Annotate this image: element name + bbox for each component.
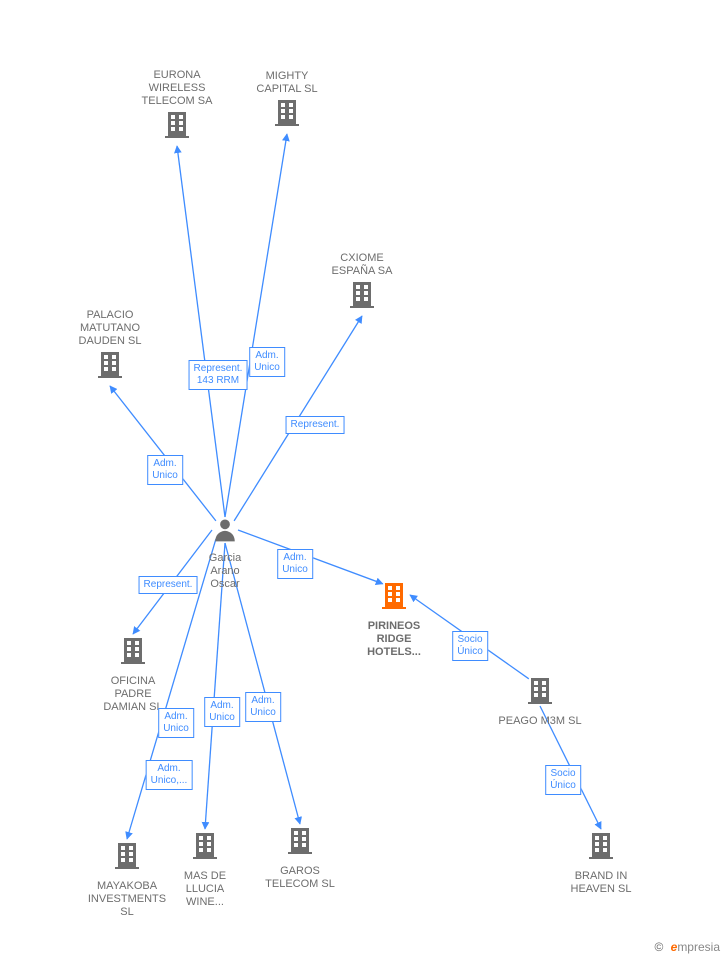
node-label: OFICINA PADRE DAMIAN SL (93, 675, 173, 714)
node-label: PEAGO M3M SL (490, 715, 590, 728)
building-icon (111, 839, 143, 871)
edge-label: Adm. Unico (147, 455, 183, 485)
node-garos[interactable]: GAROS TELECOM SL (255, 824, 345, 891)
node-mayakoba[interactable]: MAYAKOBA INVESTMENTS SL (77, 839, 177, 919)
building-icon (284, 824, 316, 856)
edge-garcia-mighty (225, 134, 287, 517)
person-icon (212, 517, 238, 543)
node-label: EURONA WIRELESS TELECOM SA (132, 69, 222, 108)
node-label: CXIOME ESPAÑA SA (322, 252, 402, 278)
building-icon (524, 674, 556, 706)
edge-label: Socio Único (452, 631, 488, 661)
edge-label: Adm. Unico (204, 697, 240, 727)
node-eurona[interactable]: EURONA WIRELESS TELECOM SA (132, 69, 222, 149)
node-oficina[interactable]: OFICINA PADRE DAMIAN SL (93, 634, 173, 714)
node-label: PIRINEOS RIDGE HOTELS... (349, 620, 439, 659)
node-peago[interactable]: PEAGO M3M SL (490, 674, 590, 728)
brand-logo-rest: mpresia (677, 940, 720, 954)
edge-garcia-eurona (177, 146, 225, 517)
edge-garcia-cxiome (234, 316, 362, 521)
node-label: Garcia Arano Oscar (195, 552, 255, 591)
node-mighty[interactable]: MIGHTY CAPITAL SL (247, 70, 327, 137)
edge-label: Represent. (286, 416, 345, 434)
edge-label: Represent. 143 RRM (189, 360, 248, 390)
node-cxiome[interactable]: CXIOME ESPAÑA SA (322, 252, 402, 319)
building-icon (585, 829, 617, 861)
edge-label: Represent. (139, 576, 198, 594)
edge-garcia-palacio (110, 386, 216, 521)
edge-label: Socio Único (545, 765, 581, 795)
edge-label: Adm. Unico,... (146, 760, 193, 790)
node-brandin[interactable]: BRAND IN HEAVEN SL (556, 829, 646, 896)
node-label: MAS DE LLUCIA WINE... (170, 870, 240, 909)
node-palacio[interactable]: PALACIO MATUTANO DAUDEN SL (65, 309, 155, 389)
edge-label: Adm. Unico (245, 692, 281, 722)
diagram-canvas: EURONA WIRELESS TELECOM SA MIGHTY CAPITA… (0, 0, 728, 960)
node-masde[interactable]: MAS DE LLUCIA WINE... (170, 829, 240, 909)
node-garcia[interactable]: Garcia Arano Oscar (195, 517, 255, 591)
building-icon (271, 96, 303, 128)
building-icon (189, 829, 221, 861)
building-icon (346, 278, 378, 310)
building-icon (117, 634, 149, 666)
edge-label: Adm. Unico (249, 347, 285, 377)
node-label: MAYAKOBA INVESTMENTS SL (77, 880, 177, 919)
edge-label: Adm. Unico (277, 549, 313, 579)
building-icon (94, 348, 126, 380)
building-icon (161, 108, 193, 140)
footer-credit: © empresia (654, 940, 720, 954)
node-label: PALACIO MATUTANO DAUDEN SL (65, 309, 155, 348)
node-pirineos[interactable]: PIRINEOS RIDGE HOTELS... (349, 579, 439, 659)
node-label: MIGHTY CAPITAL SL (247, 70, 327, 96)
node-label: BRAND IN HEAVEN SL (556, 870, 646, 896)
edges-layer (0, 0, 728, 960)
copyright-symbol: © (654, 940, 663, 954)
edge-garcia-pirineos (238, 530, 383, 584)
building-icon (378, 579, 410, 611)
node-label: GAROS TELECOM SL (255, 865, 345, 891)
